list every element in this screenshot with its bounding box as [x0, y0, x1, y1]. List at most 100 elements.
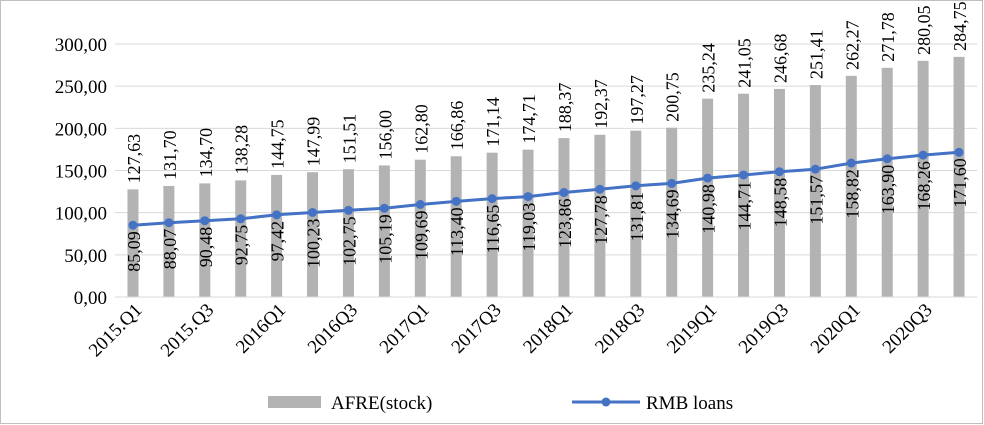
rmb-loans-data-label: 92,75: [232, 225, 252, 266]
afre-data-label: 131,70: [160, 130, 180, 180]
y-tick-label: 250,00: [55, 77, 107, 98]
x-tick-label: 2018Q3: [591, 300, 649, 358]
rmb-loans-point: [559, 188, 569, 198]
afre-data-label: 284,75: [950, 1, 970, 51]
rmb-loans-point: [343, 205, 353, 215]
afre-data-label: 280,05: [914, 5, 934, 55]
rmb-loans-data-label: 131,81: [627, 192, 647, 242]
afre-bar: [342, 169, 354, 297]
x-axis: 2015.Q1 2015.Q3 2016Q1 2016Q3 2017Q1 2017Q3 20…: [85, 296, 977, 362]
rmb-loans-data-label: 105,19: [375, 214, 395, 264]
rmb-loans-point: [523, 192, 533, 202]
legend-swatch-rmb-marker: [601, 397, 611, 407]
rmb-loans-point: [128, 220, 138, 230]
afre-data-label: 147,99: [304, 117, 324, 167]
rmb-loans-data-label: 158,82: [842, 169, 862, 219]
x-tick-label: 2020Q3: [879, 300, 937, 358]
rmb-loans-data-label: 97,42: [268, 221, 288, 262]
afre-data-label: 171,14: [483, 97, 503, 147]
rmb-loans-line: [128, 147, 964, 230]
afre-bar: [558, 138, 570, 297]
afre-bar: [235, 180, 247, 297]
rmb-loans-point: [164, 218, 174, 228]
rmb-loans-data-label: 127,78: [591, 195, 611, 245]
rmb-loans-series-line: [132, 150, 960, 227]
afre-data-label: 188,37: [555, 83, 575, 133]
afre-data-label: 251,41: [806, 29, 826, 79]
rmb-loans-data-label: 113,40: [447, 207, 467, 256]
afre-bar: [414, 159, 426, 297]
afre-bar: [163, 185, 175, 297]
afre-data-label: 156,00: [375, 110, 395, 160]
afre-bar: [522, 149, 534, 297]
data-labels: 127,63 131,70 134,70 138,28 144,75 147,99 151,…: [124, 1, 970, 271]
x-tick-label: 2015.Q3: [157, 300, 219, 362]
rmb-loans-point: [774, 167, 784, 177]
rmb-loans-point: [415, 199, 425, 209]
afre-data-label: 127,63: [124, 134, 144, 184]
x-tick-label: 2019Q3: [735, 300, 793, 358]
afre-bar: [127, 189, 139, 297]
rmb-loans-data-label: 134,69: [663, 189, 683, 239]
afre-bar: [486, 152, 498, 297]
rmb-loans-point: [451, 196, 461, 206]
afre-bar: [845, 75, 857, 297]
rmb-loans-data-label: 116,65: [483, 205, 503, 254]
afre-data-label: 235,24: [699, 43, 719, 93]
x-tick-label: 2017Q1: [376, 300, 434, 358]
x-tick-label: 2016Q3: [304, 300, 362, 358]
afre-bar: [738, 93, 750, 297]
y-tick-label: 200,00: [55, 119, 107, 140]
afre-bar: [702, 98, 714, 298]
rmb-loans-point: [703, 173, 713, 183]
afre-bars: [127, 56, 965, 298]
afre-bar: [881, 67, 893, 298]
rmb-loans-data-label: 109,69: [411, 210, 431, 259]
x-tick-label: 2018Q1: [519, 300, 577, 358]
rmb-loans-point: [810, 164, 820, 174]
y-tick-label: 100,00: [55, 204, 107, 225]
afre-bar: [773, 88, 785, 298]
x-tick-label: 2020Q1: [807, 300, 865, 358]
rmb-loans-point: [487, 194, 497, 204]
x-tick-label: 2016Q1: [232, 300, 290, 358]
x-tick-label: 2019Q1: [663, 300, 721, 358]
afre-bar: [450, 156, 462, 297]
afre-data-label: 166,86: [447, 101, 467, 151]
rmb-loans-point: [308, 207, 318, 217]
afre-bar: [307, 172, 319, 297]
afre-data-label: 151,51: [339, 114, 359, 164]
rmb-loans-data-label: 151,57: [806, 175, 826, 225]
legend-label-afre: AFRE(stock): [331, 393, 432, 414]
afre-data-label: 271,78: [878, 12, 898, 62]
afre-data-label: 241,05: [735, 38, 755, 88]
afre-bar: [271, 174, 283, 297]
rmb-loans-point: [954, 147, 964, 157]
rmb-loans-data-label: 163,90: [878, 165, 898, 215]
afre-bar: [809, 84, 821, 297]
afre-data-label: 192,37: [591, 79, 611, 129]
rmb-loans-data-label: 90,48: [196, 227, 216, 267]
rmb-loans-point: [667, 178, 677, 188]
y-axis: 0,00 50,00 100,00 150,00 200,00 250,00 300,00: [55, 35, 107, 309]
legend-label-rmb: RMB loans: [646, 393, 733, 414]
rmb-loans-point: [882, 154, 892, 164]
afre-bar: [953, 56, 965, 297]
rmb-loans-point: [379, 203, 389, 213]
afre-bar: [666, 127, 678, 297]
afre-bar: [378, 165, 390, 297]
rmb-loans-data-label: 168,26: [914, 161, 934, 211]
rmb-loans-data-label: 85,09: [124, 231, 144, 272]
afre-bar: [594, 134, 606, 297]
x-tick-label: 2017Q3: [448, 300, 506, 358]
rmb-loans-point: [739, 170, 749, 180]
afre-data-label: 197,27: [627, 75, 647, 125]
y-tick-label: 50,00: [64, 246, 107, 267]
legend: AFRE(stock) RMB loans: [268, 393, 733, 414]
rmb-loans-data-label: 144,71: [735, 181, 755, 231]
rmb-loans-data-label: 88,07: [160, 229, 180, 270]
rmb-loans-data-label: 119,03: [519, 203, 539, 252]
afre-bar: [917, 60, 929, 298]
rmb-loans-point: [918, 150, 928, 160]
